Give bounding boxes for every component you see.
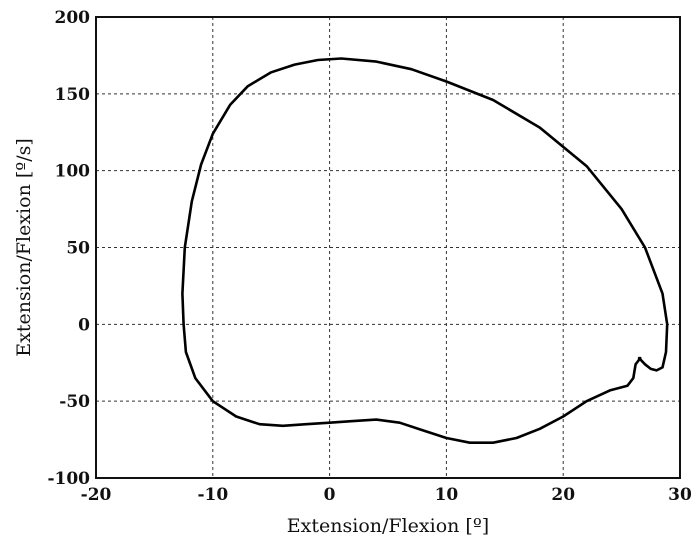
y-axis-title: Extension/Flexion [º/s]: [13, 138, 35, 357]
series-layer: [181, 57, 669, 444]
y-tick-label: 50: [66, 239, 90, 259]
y-tick-label: -100: [47, 469, 90, 489]
plot-frame: [95, 16, 681, 479]
y-tick-label: 200: [55, 8, 91, 28]
grid: [96, 17, 680, 478]
y-tick-label: 150: [55, 85, 91, 105]
x-tick-label: -10: [197, 485, 228, 505]
x-tick-label: -20: [81, 485, 112, 505]
x-tick-label: 20: [551, 485, 575, 505]
y-tick-label: 0: [78, 315, 90, 335]
x-tick-label: 10: [435, 485, 459, 505]
series-line: [181, 57, 669, 444]
y-tick-label: -50: [59, 392, 90, 412]
x-axis-title: Extension/Flexion [º]: [287, 515, 489, 537]
y-tick-label: 100: [55, 162, 91, 182]
x-tick-label: 0: [324, 485, 336, 505]
x-tick-label: 30: [668, 485, 692, 505]
